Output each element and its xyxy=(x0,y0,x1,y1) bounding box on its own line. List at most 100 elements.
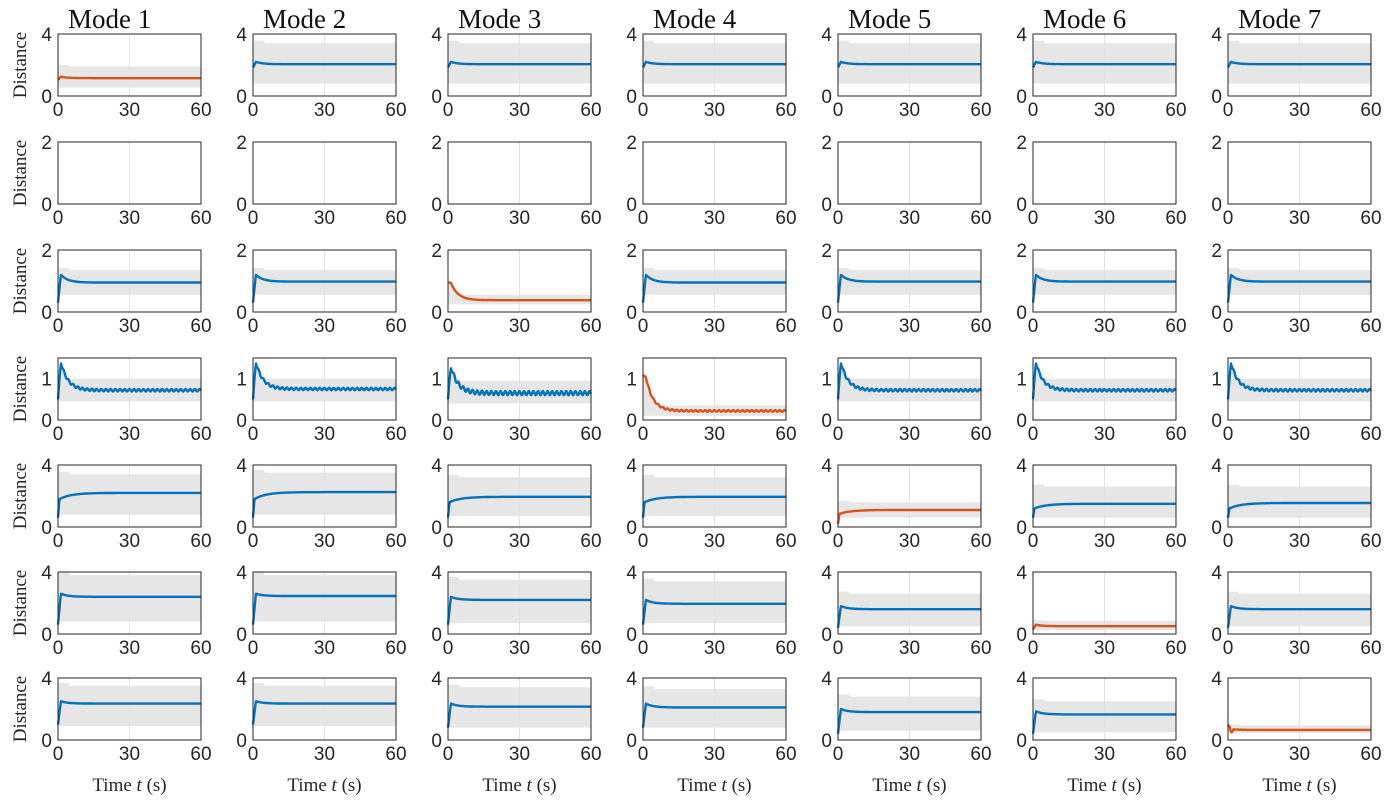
x-tick-label: 60 xyxy=(190,744,211,765)
x-tick-label: 60 xyxy=(1360,531,1381,552)
y-tick-label: 0 xyxy=(821,195,832,216)
series-line xyxy=(251,592,397,625)
y-tick-label: 2 xyxy=(626,133,637,154)
x-tick-label: 0 xyxy=(1028,744,1039,765)
x-tick-label: 30 xyxy=(704,316,725,337)
panel-r6-mode2: 0 4 0 30 60 xyxy=(236,563,406,659)
y-tick-label: 0 xyxy=(236,411,247,432)
y-tick-label: 2 xyxy=(431,133,442,154)
panel-r7-mode5: 0 4 0 30 60 xyxy=(821,669,991,765)
x-tick-label: 0 xyxy=(1223,208,1234,229)
y-tick-label: 4 xyxy=(821,25,832,46)
ylabel-row-2: Distance xyxy=(10,140,31,206)
y-tick-label: 0 xyxy=(236,731,247,752)
y-tick-label: 0 xyxy=(626,411,637,432)
x-tick-label: 30 xyxy=(1094,744,1115,765)
x-tick-label: 60 xyxy=(580,316,601,337)
x-tick-label: 30 xyxy=(509,100,530,121)
y-tick-label: 0 xyxy=(41,87,52,108)
y-tick-label: 4 xyxy=(626,25,637,46)
panel-r2-mode5: 0 2 0 30 60 xyxy=(821,133,991,229)
series-line xyxy=(836,273,982,303)
panel-r5-mode7: 0 4 0 30 60 xyxy=(1211,456,1381,552)
y-tick-label: 2 xyxy=(1016,241,1027,262)
x-tick-label: 60 xyxy=(775,100,796,121)
y-tick-label: 0 xyxy=(236,303,247,324)
panel-r2-mode6: 0 2 0 30 60 xyxy=(1016,133,1186,229)
x-tick-label: 30 xyxy=(119,100,140,121)
series-line xyxy=(251,700,397,725)
x-tick-label: 60 xyxy=(385,424,406,445)
panel-r1-mode6: 0 4 0 30 60 xyxy=(1016,25,1186,121)
panel-r1-mode4: 0 4 0 30 60 xyxy=(626,25,796,121)
x-tick-label: 30 xyxy=(704,744,725,765)
x-tick-label: 30 xyxy=(314,638,335,659)
panel-r3-mode7: 0 2 0 30 60 xyxy=(1211,241,1381,337)
y-tick-label: 0 xyxy=(236,518,247,539)
series-line xyxy=(446,595,592,625)
x-tick-label: 30 xyxy=(119,531,140,552)
x-tick-label: 30 xyxy=(899,638,920,659)
panel-r4-mode1: 0 1 0 30 60 xyxy=(41,357,212,445)
y-tick-label: 4 xyxy=(41,456,52,477)
series-line xyxy=(641,495,787,518)
x-tick-label: 30 xyxy=(314,424,335,445)
ylabel-row-3: Distance xyxy=(10,248,31,314)
highlight-series-line xyxy=(447,281,592,302)
x-tick-label: 60 xyxy=(1360,208,1381,229)
panel-r7-mode4: 0 4 0 30 60 xyxy=(626,669,796,765)
series-line xyxy=(641,273,787,303)
x-tick-label: 30 xyxy=(704,638,725,659)
x-tick-label: 0 xyxy=(248,531,259,552)
x-tick-label: 60 xyxy=(775,531,796,552)
y-tick-label: 4 xyxy=(821,563,832,584)
x-tick-label: 0 xyxy=(248,638,259,659)
x-tick-label: 60 xyxy=(1360,100,1381,121)
mode-title-3: Mode 3 xyxy=(458,4,541,34)
x-tick-label: 30 xyxy=(1289,638,1310,659)
y-tick-label: 0 xyxy=(41,303,52,324)
x-tick-label: 0 xyxy=(1028,208,1039,229)
panel-r2-mode7: 0 2 0 30 60 xyxy=(1211,133,1381,229)
series-line xyxy=(1031,273,1177,303)
y-tick-label: 0 xyxy=(1016,87,1027,108)
y-tick-label: 2 xyxy=(236,241,247,262)
x-tick-label: 60 xyxy=(1165,424,1186,445)
series-line xyxy=(251,60,397,68)
highlight-series-line xyxy=(836,508,982,525)
x-tick-label: 30 xyxy=(704,424,725,445)
variance-band xyxy=(643,375,786,416)
xlabel-mode-7: Time t (s) xyxy=(1262,775,1336,796)
x-tick-label: 60 xyxy=(580,424,601,445)
x-tick-label: 30 xyxy=(1289,424,1310,445)
x-tick-label: 60 xyxy=(1360,316,1381,337)
x-tick-label: 0 xyxy=(248,208,259,229)
x-tick-label: 60 xyxy=(775,638,796,659)
x-tick-label: 0 xyxy=(443,208,454,229)
xlabel-mode-5: Time t (s) xyxy=(872,775,946,796)
panel-r5-mode3: 0 4 0 30 60 xyxy=(431,456,601,552)
y-tick-label: 0 xyxy=(431,195,442,216)
x-tick-label: 60 xyxy=(190,316,211,337)
y-tick-label: 0 xyxy=(1211,518,1222,539)
y-tick-label: 4 xyxy=(1211,25,1222,46)
y-tick-label: 0 xyxy=(1211,303,1222,324)
series-line xyxy=(641,598,787,625)
x-tick-label: 60 xyxy=(385,638,406,659)
x-tick-label: 60 xyxy=(385,208,406,229)
panel-r6-mode6: 0 4 0 30 60 xyxy=(1016,563,1186,659)
x-tick-label: 0 xyxy=(1028,638,1039,659)
x-tick-label: 30 xyxy=(509,316,530,337)
y-tick-label: 4 xyxy=(431,563,442,584)
x-tick-label: 60 xyxy=(970,424,991,445)
y-tick-label: 0 xyxy=(431,625,442,646)
x-tick-label: 30 xyxy=(314,100,335,121)
y-tick-label: 1 xyxy=(1211,370,1222,391)
y-tick-label: 0 xyxy=(431,303,442,324)
y-tick-label: 0 xyxy=(236,625,247,646)
x-tick-label: 0 xyxy=(638,424,649,445)
panel-r2-mode2: 0 2 0 30 60 xyxy=(236,133,406,229)
x-tick-label: 60 xyxy=(580,638,601,659)
series-line xyxy=(446,60,592,68)
x-tick-label: 0 xyxy=(1028,316,1039,337)
